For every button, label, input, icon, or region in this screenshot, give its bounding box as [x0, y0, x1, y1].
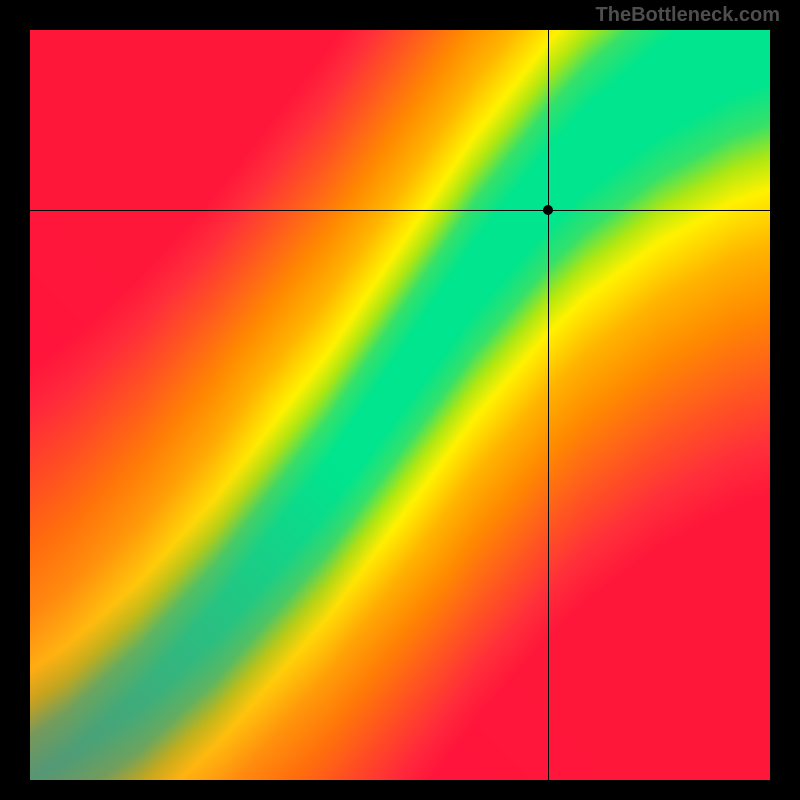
watermark-text: TheBottleneck.com [596, 4, 780, 27]
crosshair-marker [543, 205, 553, 215]
heatmap-plot [30, 30, 770, 780]
crosshair-vertical [548, 30, 549, 780]
heatmap-canvas [30, 30, 770, 780]
crosshair-horizontal [30, 210, 770, 211]
